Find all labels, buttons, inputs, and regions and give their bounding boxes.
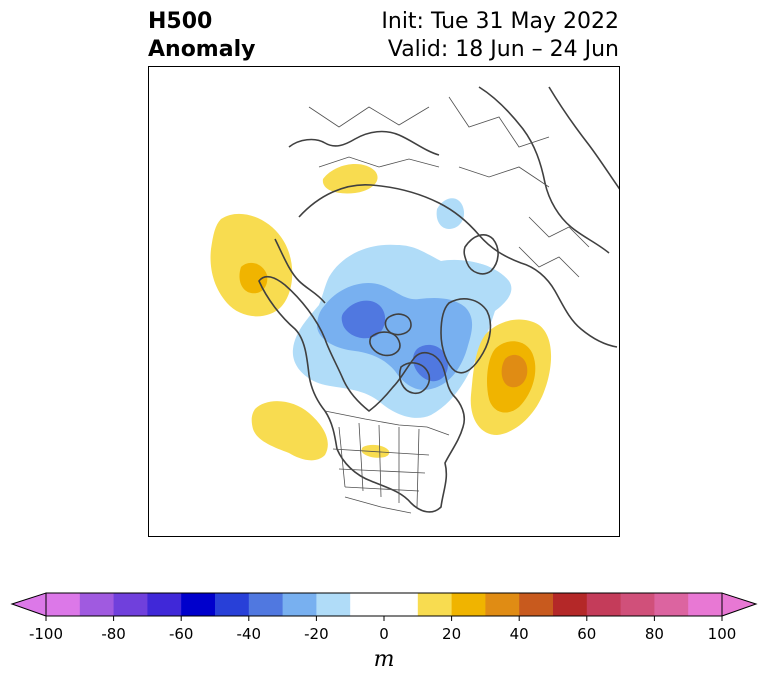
colorbar-tick-label: 20 [442, 625, 462, 643]
colorbar-segment [350, 593, 385, 616]
colorbar-unit-label: m [373, 647, 395, 672]
colorbar-segment [113, 593, 148, 616]
colorbar-tick-label: 60 [577, 625, 597, 643]
colorbar-segment [282, 593, 317, 616]
colorbar-ticks [45, 616, 723, 621]
colorbar-tick-label: -80 [101, 625, 126, 643]
political-borders [308, 96, 590, 514]
colorbar-segment [417, 593, 453, 616]
border-eurasia-2 [448, 96, 550, 188]
anomaly-negative-barents [436, 198, 465, 229]
coastline-europe [478, 86, 610, 254]
border-eurasia-1 [308, 106, 440, 168]
anomaly-negative-kara [444, 262, 497, 285]
anomaly-positive-eurasia [322, 164, 378, 194]
colorbar-segment [46, 593, 81, 616]
colorbar-segment [485, 593, 520, 616]
title-variable: H500 [148, 9, 213, 34]
colorbar-tick-label: -100 [28, 625, 64, 643]
coastline-siberia [288, 130, 440, 156]
colorbar-tick-label: -60 [168, 625, 194, 643]
coastline-greenland [440, 298, 492, 374]
coastline-eurasia [298, 184, 618, 348]
anomaly-fills [210, 164, 552, 461]
title-right: Init: Tue 31 May 2022 Valid: 18 Jun – 24… [381, 8, 619, 64]
coastline-canadian-archipelago [384, 313, 412, 336]
coastline-arctic-islands [369, 331, 401, 357]
colorbar-tick-label: 80 [644, 625, 664, 643]
colorbar-segment [79, 593, 115, 616]
colorbar-segment [654, 593, 689, 616]
colorbar-segment [215, 593, 250, 616]
colorbar-segment [384, 593, 419, 616]
colorbar-tick-label: -40 [236, 625, 262, 643]
colorbar-segment [553, 593, 588, 616]
coastline-africa [548, 86, 619, 190]
title-left: H500 Anomaly [148, 8, 255, 64]
colorbar [10, 592, 758, 621]
colorbar-segment [147, 593, 182, 616]
colorbar-extend-min [10, 592, 47, 617]
coastline-scandinavia [463, 234, 499, 275]
border-us-states-2 [332, 448, 430, 492]
coastline-hudson-bay [398, 362, 431, 395]
colorbar-tick-label: -20 [304, 625, 329, 643]
coastline-alaska [274, 238, 326, 304]
colorbar-tick-label: 40 [509, 625, 529, 643]
colorbar-segment [316, 593, 351, 616]
map-panel [148, 66, 620, 537]
colorbar-extend-max [721, 592, 758, 617]
border-us-states-1 [338, 422, 420, 508]
colorbar-segment [586, 593, 622, 616]
border-us-canada [324, 410, 450, 436]
colorbar-tick-label: 0 [379, 625, 389, 643]
colorbar-tick-label: 100 [707, 625, 737, 643]
colorbar-segments [46, 593, 723, 616]
border-mexico [344, 496, 412, 514]
anomaly-map [210, 86, 619, 514]
colorbar-segment [620, 593, 655, 616]
anomaly-positive-western-us [251, 401, 328, 461]
border-europe [518, 216, 590, 278]
anomaly-negative-arctic-core [341, 300, 386, 339]
anomaly-negative-hudson-core [413, 344, 448, 382]
title-field: Anomaly [148, 37, 256, 62]
colorbar-segment [248, 593, 284, 616]
colorbar-segment [181, 593, 216, 616]
valid-range: Valid: 18 Jun – 24 Jun [387, 37, 619, 62]
colorbar-segment [519, 593, 554, 616]
init-date: Init: Tue 31 May 2022 [381, 9, 619, 34]
anomaly-positive-atlantic-core [501, 354, 528, 388]
colorbar-segment [451, 593, 486, 616]
colorbar-segment [688, 593, 723, 616]
